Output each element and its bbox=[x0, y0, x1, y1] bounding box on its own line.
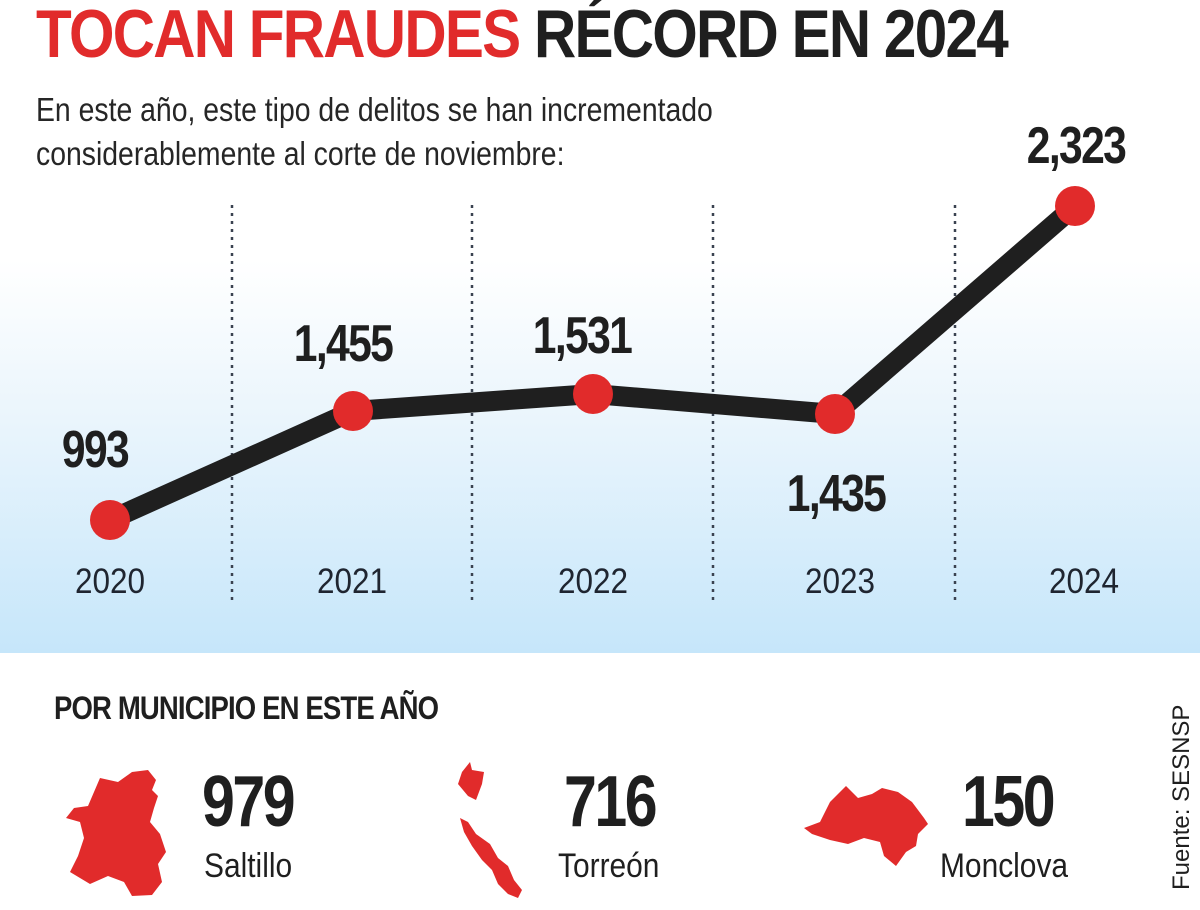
value-label-2021: 1,455 bbox=[293, 315, 394, 373]
subtitle: En este año, este tipo de delitos se han… bbox=[36, 88, 741, 176]
point-2024 bbox=[1055, 186, 1095, 226]
point-2023 bbox=[815, 394, 855, 434]
year-label-2024: 2024 bbox=[1048, 562, 1120, 601]
chart-background bbox=[0, 0, 1200, 653]
torreon-value: 716 bbox=[564, 762, 658, 842]
saltillo-name: Saltillo bbox=[204, 847, 293, 885]
monclova-map-icon bbox=[804, 786, 928, 866]
title-dark-part: RÉCORD EN 2024 bbox=[533, 0, 1009, 72]
municipality-monclova: 150 Monclova bbox=[780, 750, 1140, 890]
value-label-2022: 1,531 bbox=[532, 307, 633, 365]
value-label-2020: 993 bbox=[61, 421, 130, 479]
saltillo-map-icon bbox=[66, 770, 166, 896]
year-label-2020: 2020 bbox=[74, 562, 146, 601]
point-2021 bbox=[333, 391, 373, 431]
monclova-name: Monclova bbox=[940, 847, 1069, 885]
title-red-part: TOCAN FRAUDES bbox=[36, 0, 521, 72]
subtitle-line-2: considerablemente al corte de noviembre: bbox=[36, 135, 565, 172]
year-label-2021: 2021 bbox=[316, 562, 388, 601]
saltillo-value: 979 bbox=[202, 762, 296, 842]
page-title: TOCAN FRAUDES RÉCORD EN 2024 bbox=[36, 0, 1009, 74]
municipality-saltillo: 979 Saltillo bbox=[0, 750, 400, 896]
point-2022 bbox=[573, 374, 613, 414]
torreon-name: Torreón bbox=[558, 847, 660, 885]
subtitle-line-1: En este año, este tipo de delitos se han… bbox=[36, 91, 713, 128]
torreon-map-icon bbox=[458, 762, 522, 898]
municipality-section-title: POR MUNICIPIO EN ESTE AÑO bbox=[54, 690, 439, 726]
line-chart bbox=[90, 186, 1095, 600]
municipality-torreon: 716 Torreón bbox=[400, 750, 800, 898]
year-label-2023: 2023 bbox=[804, 562, 876, 601]
value-label-2023: 1,435 bbox=[786, 465, 887, 523]
value-label-2024: 2,323 bbox=[1026, 117, 1127, 175]
year-label-2022: 2022 bbox=[557, 562, 629, 601]
point-2020 bbox=[90, 500, 130, 540]
monclova-value: 150 bbox=[962, 762, 1056, 842]
year-dividers bbox=[230, 205, 957, 600]
source-credit: Fuente: SESNSP bbox=[1168, 704, 1195, 890]
data-points bbox=[90, 186, 1095, 540]
